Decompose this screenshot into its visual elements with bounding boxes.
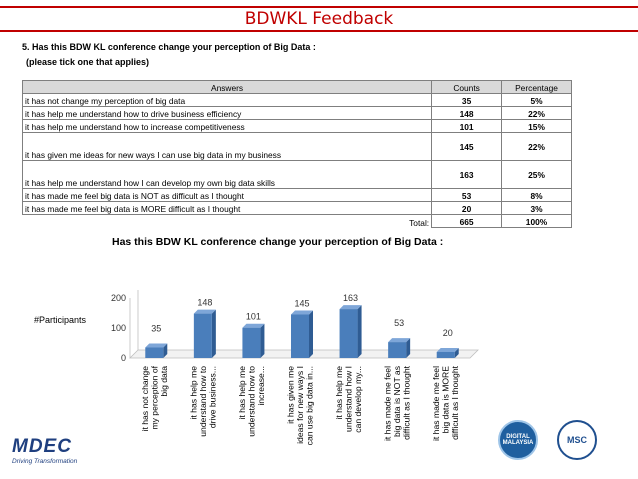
y-tick-label: 200 [111, 293, 126, 303]
bar-side [309, 310, 313, 358]
bar-side [406, 338, 411, 358]
total-percentage: 100% [501, 214, 572, 228]
bar-top [339, 305, 362, 310]
category-label-line: big data [159, 366, 169, 397]
category-label-line: it has help me [334, 366, 344, 420]
bar-top [388, 338, 411, 343]
header-counts: Counts [431, 80, 503, 94]
answer-cell: it has help me understand how I can deve… [21, 160, 433, 189]
question-note: (please tick one that applies) [26, 57, 150, 67]
category-label-line: can develop my... [353, 366, 363, 433]
category-label-line: big data is NOT as [392, 366, 402, 437]
bar [145, 347, 164, 358]
bar-side [357, 305, 362, 358]
data-label: 101 [246, 312, 261, 322]
bar [436, 352, 455, 358]
chart-title: Has this BDW KL conference change your p… [112, 236, 444, 248]
bar-side [454, 348, 459, 358]
data-label: 53 [394, 318, 404, 328]
category-label: it has not change my perception of big dat… [140, 365, 169, 431]
category-label-line: it has made me feel [383, 366, 393, 441]
bar-side [260, 323, 265, 358]
category-label-line: it has not change [140, 366, 150, 432]
y-tick-label: 0 [121, 353, 126, 363]
y-axis-label: #Participants [34, 315, 87, 325]
category-label-line: understand how to [198, 366, 208, 437]
title-bar: BDWKL Feedback [0, 6, 638, 32]
percentage-cell: 22% [501, 132, 572, 161]
category-label-line: drive business... [207, 366, 217, 428]
msc-seal-text: MSC [567, 435, 587, 445]
category-label: it has made me feel big data is MORE diffi… [431, 365, 460, 441]
bar-side [211, 309, 216, 358]
header-percentage: Percentage [501, 80, 572, 94]
table-row: it has not change my perception of big d… [21, 93, 572, 107]
y-tick-label: 100 [111, 323, 126, 333]
data-label: 163 [343, 293, 358, 303]
data-label: 148 [197, 298, 212, 308]
category-label: it has help me understand how to drive bus… [188, 366, 217, 437]
bar [193, 313, 212, 358]
bar-top [145, 343, 168, 348]
category-label-line: my perception of [149, 365, 159, 429]
category-label-line: it has made me feel [431, 366, 441, 441]
page-title: BDWKL Feedback [244, 9, 394, 29]
category-label-line: can use big data in... [305, 366, 315, 445]
data-label: 145 [294, 299, 309, 309]
category-label-line: it has given me [286, 366, 296, 424]
table-row: it has help me understand how I can deve… [21, 160, 572, 189]
count-cell: 163 [431, 160, 503, 189]
bar [242, 327, 261, 358]
category-label-line: ideas for new ways I [295, 366, 305, 444]
data-label: 20 [443, 328, 453, 338]
data-label: 35 [151, 324, 161, 334]
answers-table: Answers Counts Percentage it has not cha… [21, 80, 572, 228]
category-label-line: it has help me [237, 366, 247, 420]
bar [388, 342, 407, 358]
category-label-line: big data is MORE [441, 366, 451, 434]
bar-top [242, 323, 265, 328]
msc-seal: MSC [557, 420, 597, 460]
bar-top [436, 348, 459, 352]
bar [291, 314, 309, 358]
answer-cell: it has given me ideas for new ways I can… [21, 132, 433, 161]
bar-top [193, 309, 216, 314]
category-label-line: understand how to [246, 366, 256, 437]
mdec-tagline: Driving Transformation [12, 458, 78, 465]
category-label-line: it has help me [188, 366, 198, 420]
category-label-line: increase... [256, 366, 266, 406]
mdec-logo-text: MDEC [12, 436, 72, 457]
question-text: 5. Has this BDW KL conference change you… [22, 42, 316, 52]
digital-malaysia-seal: DIGITAL MALAYSIA [498, 420, 538, 460]
category-label-line: difficult as I thought [402, 365, 412, 440]
bar-side [163, 343, 168, 358]
total-label: Total: [22, 214, 433, 228]
bar [339, 309, 358, 358]
digital-malaysia-seal-text: DIGITAL MALAYSIA [502, 434, 534, 446]
mdec-logo: MDEC Driving Transformation [12, 436, 77, 465]
bar-top [291, 310, 313, 315]
category-label-line: difficult as I thought [450, 365, 460, 440]
category-label-line: understand how I [344, 366, 354, 432]
category-label: it has help me understand how to increase.… [237, 366, 266, 437]
table-total-row: Total: 665 100% [22, 214, 572, 228]
table-row: it has given me ideas for new ways I can… [21, 132, 572, 161]
category-label: it has made me feel big data is NOT as dif… [383, 365, 412, 441]
